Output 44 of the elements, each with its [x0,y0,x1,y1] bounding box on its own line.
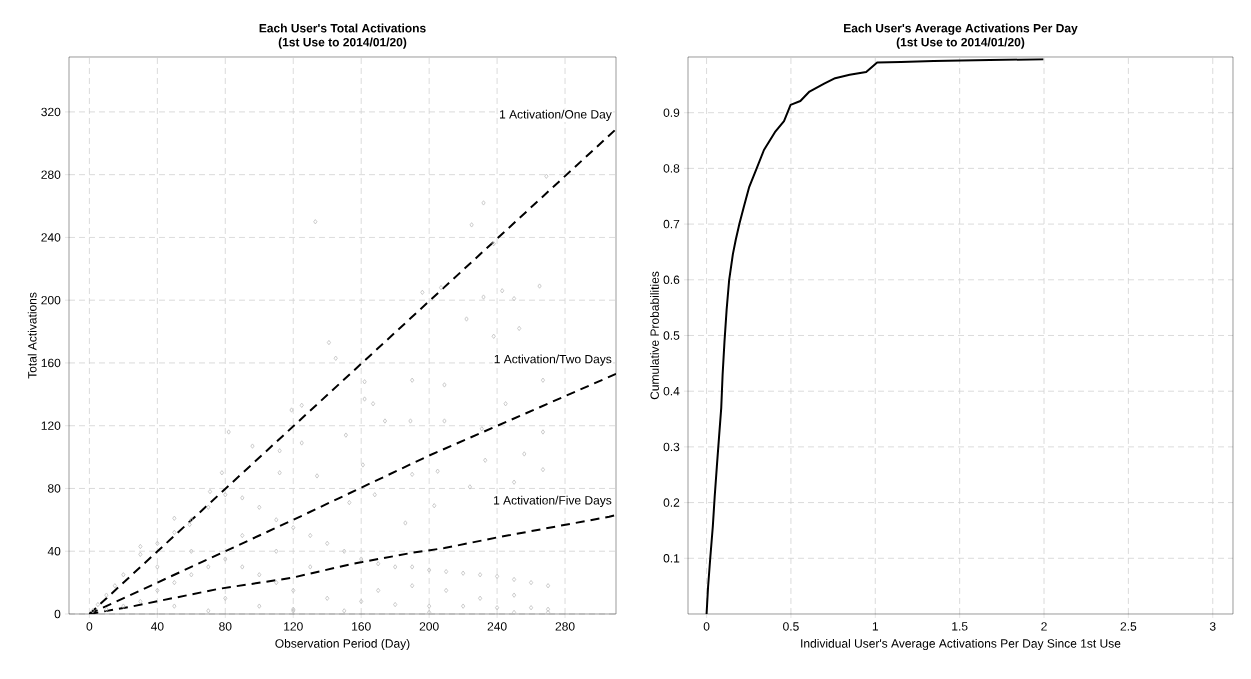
x-tick-label: 40 [150,622,164,631]
x-tick-label: 2.5 [1120,622,1137,631]
annotation: 1 Activation/Five Days [494,495,612,507]
y-tick-label: 80 [47,484,61,493]
y-tick-label: 160 [41,358,61,368]
y-tick-label: 0.6 [663,275,680,285]
y-tick-label: 0.2 [663,498,680,507]
x-tick-label: 0 [703,622,710,631]
x-tick-label: 280 [555,622,575,631]
x-axis-title: Observation Period (Day) [275,638,410,651]
x-tick-label: 160 [352,622,371,631]
x-tick-label: 240 [487,622,507,631]
y-tick-label: 0.9 [663,108,680,117]
x-tick-label: 0 [86,622,93,631]
annotation: 1 Activation/Two Days [494,354,612,366]
y-tick-label: 40 [47,546,61,556]
y-tick-label: 0.4 [663,386,680,396]
x-tick-label: 0.5 [783,622,799,631]
x-tick-label: 80 [219,622,232,631]
y-tick-label: 320 [41,107,61,117]
x-tick-label: 1.5 [952,622,968,631]
y-tick-label: 240 [41,233,61,242]
chart-subtitle: (1st Use to 2014/01/20) [896,37,1025,49]
y-tick-label: 0.3 [663,442,680,452]
y-tick-label: 0.1 [663,554,680,563]
y-tick-label: 120 [41,421,61,430]
chart-subtitle: (1st Use to 2014/01/20) [278,37,407,49]
x-axis-title: Individual User's Average Activations Per Day Since 1st Use [801,638,1121,651]
x-tick-label: 200 [419,622,439,631]
y-tick-label: 0.5 [663,331,680,340]
x-tick-label: 3 [1209,622,1216,631]
y-tick-label: 0.7 [663,219,680,229]
y-tick-label: 0 [54,609,61,619]
chart-title: Each User's Average Activations Per Day [844,23,1078,35]
x-tick-label: 1 [872,622,879,631]
y-tick-label: 200 [41,295,61,305]
x-tick-label: 120 [284,622,303,631]
chart-title: Each User's Total Activations [259,23,426,33]
x-tick-label: 2 [1041,622,1047,631]
annotation: 1 Activation/One Day [499,109,612,121]
y-axis-title: Cumulative Probabilities [650,271,659,400]
y-tick-label: 280 [41,170,61,179]
y-tick-label: 0.8 [663,164,680,173]
y-axis-title: Total Activations [27,292,37,379]
